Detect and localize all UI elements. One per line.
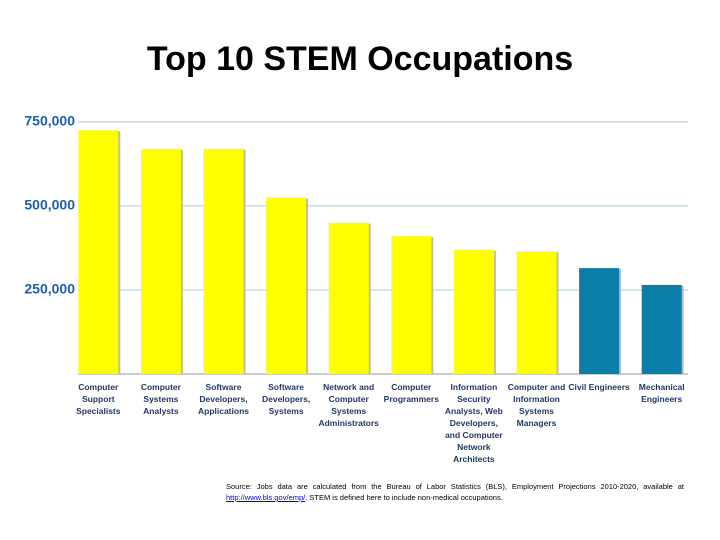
x-tick-label: Software Developers, Applications <box>197 382 249 416</box>
x-tick-label: Computer Programmers <box>383 382 439 404</box>
bar <box>453 249 494 374</box>
x-tick-label: Information Security Analysts, Web Devel… <box>444 382 503 464</box>
source-text: . STEM is defined here to include non-me… <box>305 493 503 502</box>
source-link[interactable]: http://www.bls.gov/emp/ <box>226 493 306 502</box>
bar <box>641 284 682 374</box>
bar <box>516 251 557 374</box>
x-tick-label: Computer and Information Systems Manager… <box>507 382 566 428</box>
x-tick-label: Civil Engineers <box>568 382 630 392</box>
x-tick-label: Network and Computer Systems Administrat… <box>318 382 379 428</box>
bar <box>391 236 432 374</box>
bar <box>203 148 244 374</box>
x-tick-label: Computer Systems Analysts <box>140 382 181 416</box>
bar <box>579 268 620 374</box>
source-note: Source: Jobs data are calculated from th… <box>226 481 684 503</box>
y-tick-label: 750,000 <box>24 113 75 129</box>
bar <box>328 222 369 374</box>
x-tick-label: Mechanical Engineers <box>638 382 685 404</box>
x-tick-label: Computer Support Specialists <box>76 382 121 416</box>
bar <box>78 130 119 374</box>
y-tick-label: 250,000 <box>24 281 75 297</box>
source-text: Source: Jobs data are calculated from th… <box>226 482 684 491</box>
chart-title: Top 10 STEM Occupations <box>147 40 573 78</box>
bar <box>266 197 307 374</box>
bar <box>140 148 181 374</box>
x-tick-label: Software Developers, Systems <box>261 382 311 416</box>
y-tick-label: 500,000 <box>24 197 75 213</box>
